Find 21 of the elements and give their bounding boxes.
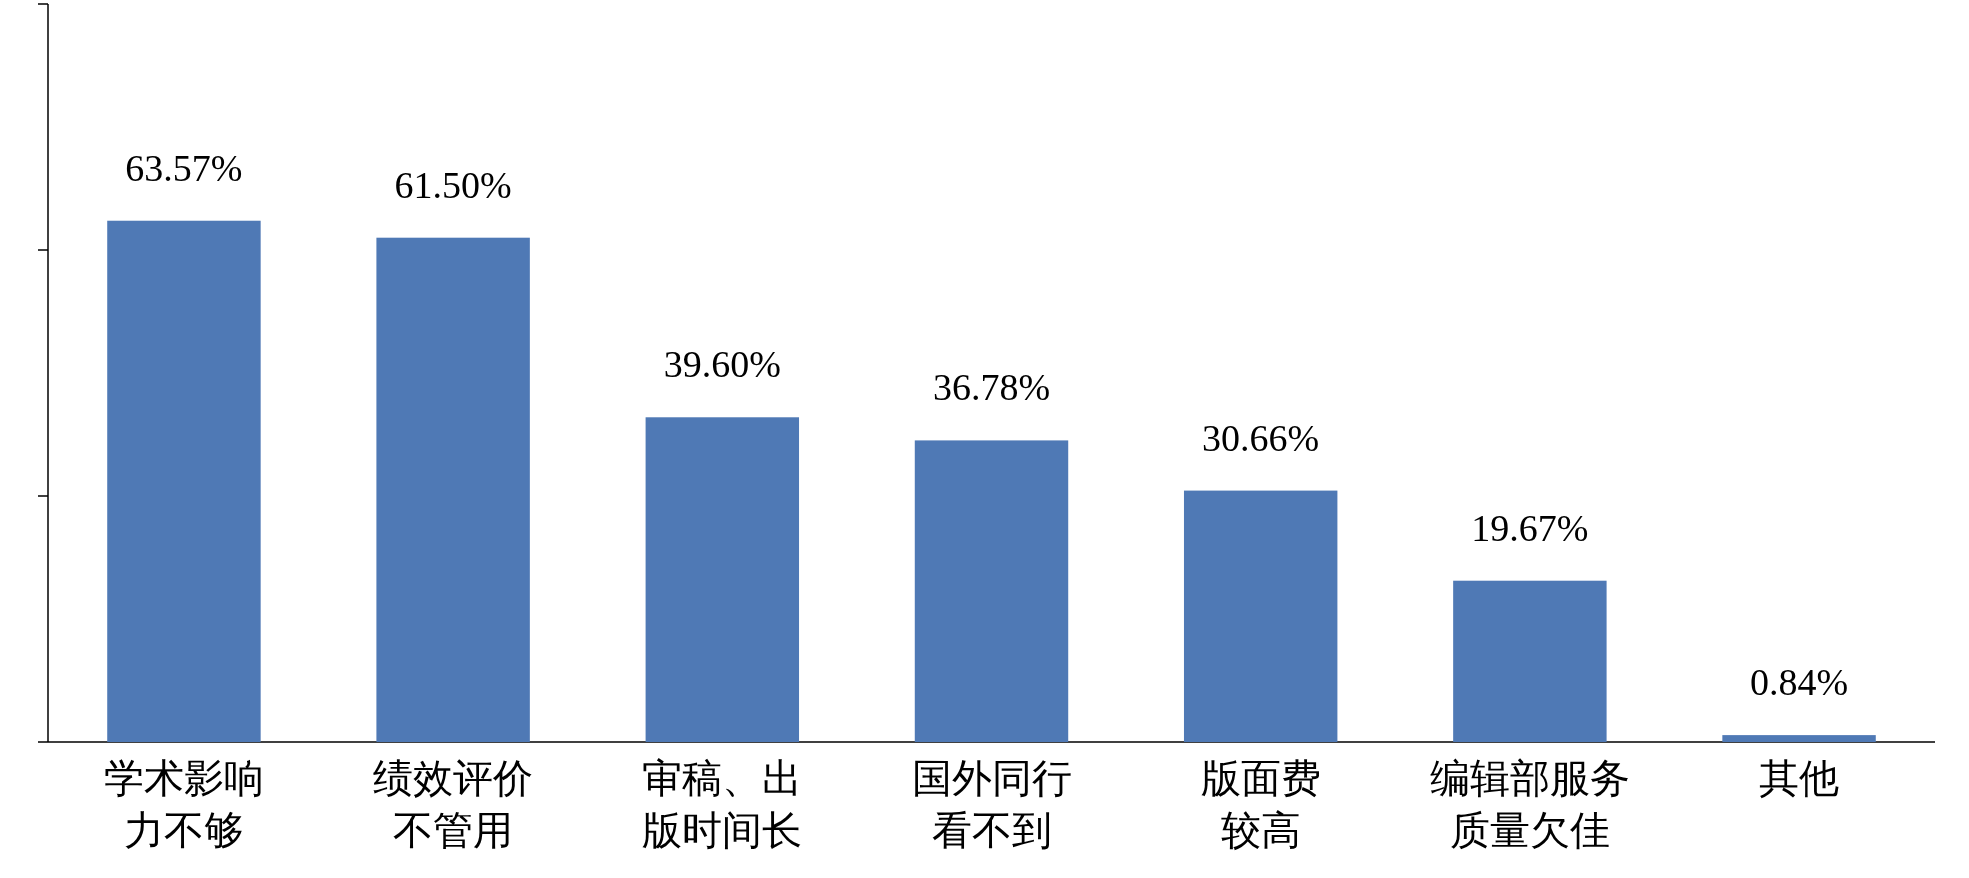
x-tick-label: 学术影响力不够	[103, 756, 264, 853]
x-tick-label: 版面费较高	[1200, 756, 1321, 853]
data-label: 63.57%	[125, 146, 243, 189]
data-label: 61.50%	[394, 163, 512, 206]
bar	[376, 237, 530, 742]
data-label: 39.60%	[663, 343, 781, 386]
bar	[1722, 735, 1876, 742]
data-label: 30.66%	[1202, 416, 1320, 459]
x-tick-label: 编辑部服务质量欠佳	[1429, 756, 1630, 853]
x-tick-label: 绩效评价不管用	[373, 756, 534, 853]
bar	[645, 417, 800, 742]
bar	[1453, 580, 1607, 742]
x-tick-label: 其他	[1759, 756, 1840, 801]
bar	[1183, 490, 1338, 742]
bar	[914, 440, 1069, 742]
data-label: 36.78%	[932, 366, 1051, 409]
x-tick-label: 审稿、出版时间长	[642, 756, 803, 853]
data-label: 19.67%	[1471, 506, 1589, 549]
bar	[107, 220, 261, 742]
data-label: 0.84%	[1749, 661, 1849, 704]
x-tick-label: 国外同行看不到	[911, 756, 1072, 853]
